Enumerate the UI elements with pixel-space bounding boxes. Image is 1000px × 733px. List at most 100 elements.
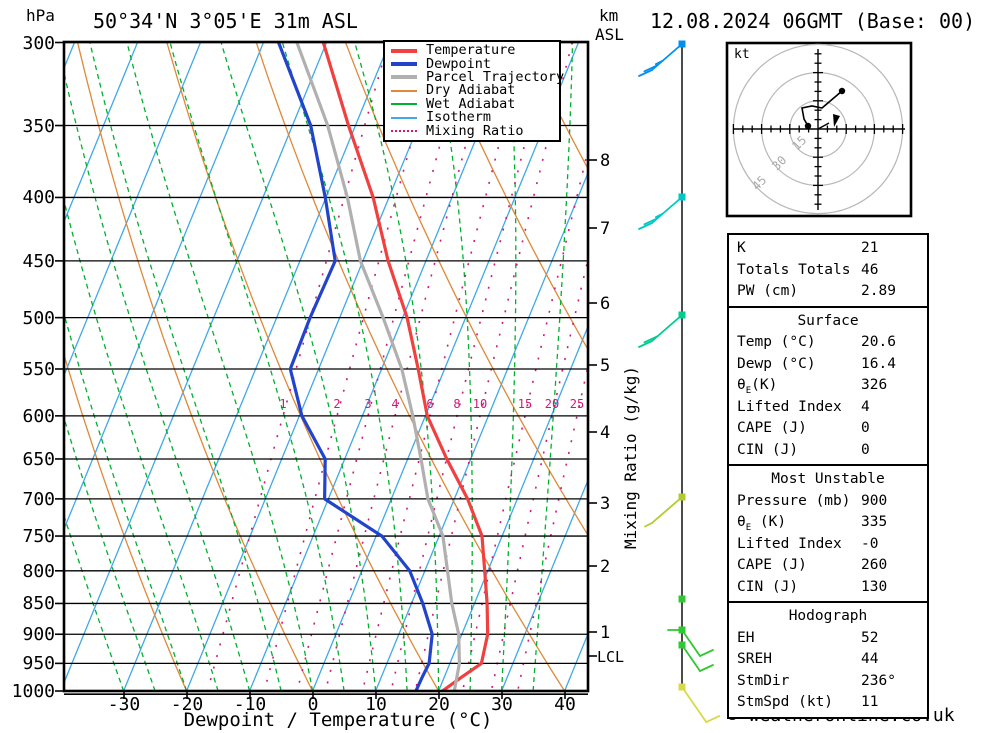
stats-row-label: Totals Totals: [737, 261, 851, 278]
km-label-3: 3: [600, 494, 611, 514]
stats-row-value: 0: [861, 441, 870, 458]
wet-adiabat-line: [89, 43, 282, 690]
stats-row: CAPE (J) 0: [729, 418, 927, 440]
legend-label: Parcel Trajectory: [426, 68, 565, 85]
wind-barb-500: [638, 311, 686, 348]
isotherm-line: [312, 43, 579, 690]
stats-table: K 21 Totals Totals 46 PW (cm) 2.89 Surface Temp…: [727, 233, 929, 719]
hodograph-trace: [801, 90, 843, 127]
stats-row-value: 260: [861, 557, 888, 573]
isotherm-line: [65, 43, 264, 529]
isotherm-line: [123, 43, 390, 690]
hodograph-trace-dot: [804, 122, 812, 130]
altitude-axis-unit-km: km: [599, 6, 619, 25]
legend-swatch: [391, 48, 417, 53]
legend-swatch: [391, 89, 417, 92]
mixing-ratio-line: [296, 43, 469, 690]
plot-frame: [55, 40, 597, 699]
stats-row-label: SREH: [737, 651, 772, 667]
isotherm-line: [438, 327, 587, 690]
km-label-1: 1: [600, 623, 611, 643]
stats-section-indices: K 21 Totals Totals 46 PW (cm) 2.89: [727, 233, 929, 308]
mixing-ratio-label-10: 10: [472, 397, 488, 411]
stats-row-value: 236°: [861, 672, 896, 689]
legend-item-dewpoint: Dewpoint: [391, 57, 555, 70]
stats-row: CAPE (J) 260: [729, 555, 927, 577]
altitude-axis-unit-asl: ASL: [595, 25, 624, 44]
stats-row-value: 335: [861, 514, 888, 530]
mixing-ratio-label-6: 6: [426, 397, 434, 411]
temperature-label-20: 20: [428, 694, 450, 715]
stats-row: CIN (J) 130: [729, 577, 927, 599]
legend-item-parcel-trajectory: Parcel Trajectory: [391, 70, 564, 84]
legend-swatch: [391, 103, 417, 106]
stats-row-label: StmSpd (kt): [737, 694, 834, 710]
pressure-label-300: 300: [22, 33, 55, 54]
mixing-ratio-line: [462, 151, 587, 690]
dry-adiabat-line: [77, 43, 313, 690]
x-axis-caption: Dewpoint / Temperature (°C): [183, 709, 493, 731]
stats-row: StmDir 236°: [729, 671, 927, 693]
legend-item-isotherm: Isotherm: [391, 110, 555, 124]
stats-row: Dewp (°C) 16.4: [729, 354, 927, 376]
legend-item-mixing-ratio: Mixing Ratio: [391, 124, 555, 137]
mixing-ratio-line: [324, 43, 494, 690]
stats-row: Lifted Index -0: [729, 534, 927, 556]
stats-row-value: 326: [861, 377, 888, 393]
stats-row-value: 0: [861, 420, 870, 436]
stats-row-value: -0: [861, 535, 879, 552]
legend-swatch: [391, 116, 417, 119]
stats-row-label: CIN (J): [737, 578, 799, 595]
pressure-label-600: 600: [22, 406, 55, 427]
pressure-label-700: 700: [22, 489, 55, 510]
curve-temperature: [321, 43, 490, 690]
km-label-7: 7: [600, 219, 611, 239]
wind-barb-925: [678, 641, 714, 672]
stats-row: SREH 44: [729, 649, 927, 671]
stats-section-most-unstable: Most Unstable Pressure (mb) 900 θE (K) 335 Li…: [727, 464, 929, 603]
mixing-ratio-label-25: 25: [569, 397, 585, 411]
stats-row-value: 130: [861, 578, 888, 595]
temperature-label-0: 0: [307, 694, 319, 715]
stats-row-label: θE(K): [737, 377, 778, 396]
stats-row-label: PW (cm): [737, 283, 799, 299]
wet-adiabat-line: [65, 202, 219, 690]
stats-section-hodograph: Hodograph EH 52 SREH 44 StmDir 236° StmSpd (kt)…: [727, 601, 929, 719]
legend-item-wet-adiabat: Wet Adiabat: [391, 95, 555, 112]
mixing-ratio-line: [206, 43, 390, 690]
wind-barb-column: [638, 40, 721, 723]
temperature-label--30: -30: [107, 694, 141, 715]
mixing-ratio-label-1: 1: [279, 397, 287, 411]
mixing-ratio-label-4: 4: [391, 397, 399, 411]
wet-adiabat-line: [126, 43, 314, 690]
stats-row-label: CAPE (J): [737, 420, 807, 436]
isotherm-line: [186, 43, 453, 690]
mixing-ratio-label-2: 2: [333, 397, 341, 411]
stats-row-value: 46: [861, 261, 879, 278]
curve-parcel-trajectory: [295, 43, 461, 690]
pressure-label-900: 900: [22, 624, 55, 645]
stats-row-label: Lifted Index: [737, 535, 842, 552]
storm-motion-marker: [833, 114, 840, 127]
datetime-label: 12.08.2024 06GMT (Base: 00): [650, 9, 976, 33]
legend-item-temperature: Temperature: [391, 43, 555, 57]
wind-barb-1000: [678, 683, 721, 723]
lcl-marker-label: LCL: [597, 648, 625, 666]
isotherm-line: [375, 173, 587, 690]
legend-label: Wet Adiabat: [426, 95, 516, 112]
wet-adiabat-line: [354, 43, 440, 690]
legend-swatch: [391, 75, 417, 80]
stats-row-value: 900: [861, 492, 888, 509]
wind-barb-850: [678, 595, 686, 603]
stats-row-value: 16.4: [861, 355, 896, 372]
pressure-label-350: 350: [22, 116, 55, 137]
temperature-label-10: 10: [365, 694, 387, 715]
stats-row-label: Temp (°C): [737, 334, 816, 350]
pressure-label-950: 950: [22, 653, 55, 674]
curve-dewpoint: [277, 43, 434, 690]
temperature-label-40: 40: [554, 694, 576, 715]
stats-row-label: Lifted Index: [737, 398, 842, 415]
isotherm-line: [65, 43, 138, 221]
stats-row-label: CAPE (J): [737, 557, 807, 573]
wet-adiabat-line: [281, 43, 408, 690]
